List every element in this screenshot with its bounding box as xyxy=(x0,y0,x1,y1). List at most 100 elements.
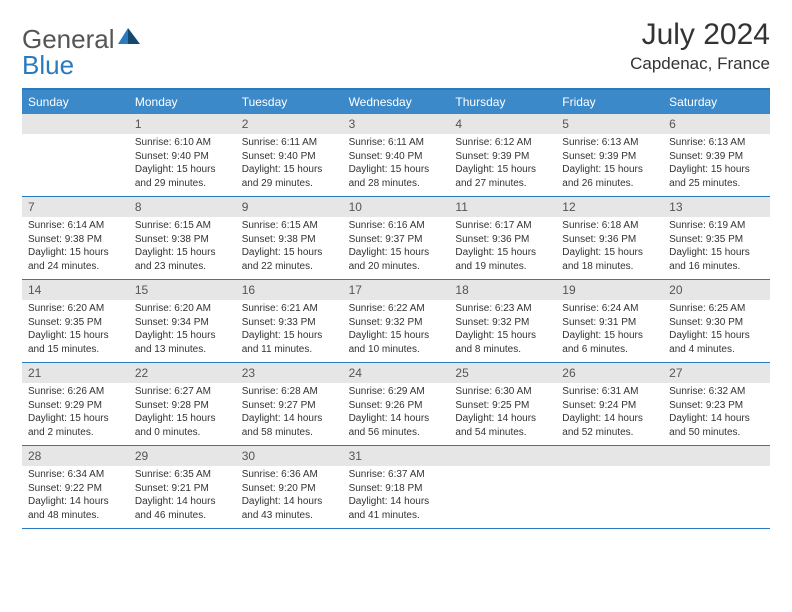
day-cell: 10Sunrise: 6:16 AMSunset: 9:37 PMDayligh… xyxy=(343,197,450,279)
sunrise: Sunrise: 6:15 AM xyxy=(135,219,230,233)
dow-wednesday: Wednesday xyxy=(343,90,450,114)
day-data: Sunrise: 6:26 AMSunset: 9:29 PMDaylight:… xyxy=(22,383,129,445)
daylight-line1: Daylight: 14 hours xyxy=(242,495,337,509)
daylight-line2: and 10 minutes. xyxy=(349,343,444,357)
daylight-line2: and 25 minutes. xyxy=(669,177,764,191)
day-data: Sunrise: 6:32 AMSunset: 9:23 PMDaylight:… xyxy=(663,383,770,445)
day-data: Sunrise: 6:31 AMSunset: 9:24 PMDaylight:… xyxy=(556,383,663,445)
daylight-line2: and 24 minutes. xyxy=(28,260,123,274)
day-number: 11 xyxy=(449,197,556,217)
day-number: 31 xyxy=(343,446,450,466)
day-cell: 7Sunrise: 6:14 AMSunset: 9:38 PMDaylight… xyxy=(22,197,129,279)
sunset: Sunset: 9:20 PM xyxy=(242,482,337,496)
day-number: 10 xyxy=(343,197,450,217)
day-number: 2 xyxy=(236,114,343,134)
daylight-line1: Daylight: 15 hours xyxy=(669,163,764,177)
daylight-line1: Daylight: 15 hours xyxy=(455,163,550,177)
sunrise: Sunrise: 6:25 AM xyxy=(669,302,764,316)
sunset: Sunset: 9:22 PM xyxy=(28,482,123,496)
sunrise: Sunrise: 6:16 AM xyxy=(349,219,444,233)
day-number: 3 xyxy=(343,114,450,134)
day-number: 13 xyxy=(663,197,770,217)
sunrise: Sunrise: 6:15 AM xyxy=(242,219,337,233)
sunset: Sunset: 9:38 PM xyxy=(28,233,123,247)
location: Capdenac, France xyxy=(630,54,770,74)
daylight-line1: Daylight: 14 hours xyxy=(28,495,123,509)
day-number: 25 xyxy=(449,363,556,383)
daylight-line1: Daylight: 15 hours xyxy=(242,329,337,343)
sunrise: Sunrise: 6:12 AM xyxy=(455,136,550,150)
daylight-line2: and 18 minutes. xyxy=(562,260,657,274)
day-cell: 2Sunrise: 6:11 AMSunset: 9:40 PMDaylight… xyxy=(236,114,343,196)
sunset: Sunset: 9:34 PM xyxy=(135,316,230,330)
daylight-line1: Daylight: 15 hours xyxy=(135,163,230,177)
dow-monday: Monday xyxy=(129,90,236,114)
day-cell: 8Sunrise: 6:15 AMSunset: 9:38 PMDaylight… xyxy=(129,197,236,279)
sunset: Sunset: 9:35 PM xyxy=(669,233,764,247)
day-number: 17 xyxy=(343,280,450,300)
sunrise: Sunrise: 6:20 AM xyxy=(28,302,123,316)
day-data: Sunrise: 6:16 AMSunset: 9:37 PMDaylight:… xyxy=(343,217,450,279)
day-cell: 6Sunrise: 6:13 AMSunset: 9:39 PMDaylight… xyxy=(663,114,770,196)
sunset: Sunset: 9:39 PM xyxy=(562,150,657,164)
sunset: Sunset: 9:28 PM xyxy=(135,399,230,413)
daylight-line1: Daylight: 14 hours xyxy=(562,412,657,426)
day-data: Sunrise: 6:29 AMSunset: 9:26 PMDaylight:… xyxy=(343,383,450,445)
daylight-line1: Daylight: 15 hours xyxy=(562,163,657,177)
sunset: Sunset: 9:39 PM xyxy=(455,150,550,164)
daylight-line2: and 16 minutes. xyxy=(669,260,764,274)
week-row: 14Sunrise: 6:20 AMSunset: 9:35 PMDayligh… xyxy=(22,280,770,363)
calendar: Sunday Monday Tuesday Wednesday Thursday… xyxy=(22,88,770,529)
day-data: Sunrise: 6:15 AMSunset: 9:38 PMDaylight:… xyxy=(236,217,343,279)
sunset: Sunset: 9:40 PM xyxy=(349,150,444,164)
day-data: Sunrise: 6:18 AMSunset: 9:36 PMDaylight:… xyxy=(556,217,663,279)
day-number xyxy=(449,446,556,466)
sunset: Sunset: 9:37 PM xyxy=(349,233,444,247)
daylight-line2: and 22 minutes. xyxy=(242,260,337,274)
day-data: Sunrise: 6:35 AMSunset: 9:21 PMDaylight:… xyxy=(129,466,236,528)
weeks-container: 1Sunrise: 6:10 AMSunset: 9:40 PMDaylight… xyxy=(22,114,770,529)
sunrise: Sunrise: 6:20 AM xyxy=(135,302,230,316)
week-row: 28Sunrise: 6:34 AMSunset: 9:22 PMDayligh… xyxy=(22,446,770,529)
day-number: 1 xyxy=(129,114,236,134)
day-number: 22 xyxy=(129,363,236,383)
day-data: Sunrise: 6:37 AMSunset: 9:18 PMDaylight:… xyxy=(343,466,450,528)
sunset: Sunset: 9:38 PM xyxy=(242,233,337,247)
day-data: Sunrise: 6:14 AMSunset: 9:38 PMDaylight:… xyxy=(22,217,129,279)
day-cell: 29Sunrise: 6:35 AMSunset: 9:21 PMDayligh… xyxy=(129,446,236,528)
day-number: 7 xyxy=(22,197,129,217)
dow-friday: Friday xyxy=(556,90,663,114)
sunrise: Sunrise: 6:11 AM xyxy=(242,136,337,150)
day-cell xyxy=(663,446,770,528)
week-row: 7Sunrise: 6:14 AMSunset: 9:38 PMDaylight… xyxy=(22,197,770,280)
daylight-line2: and 8 minutes. xyxy=(455,343,550,357)
day-data: Sunrise: 6:34 AMSunset: 9:22 PMDaylight:… xyxy=(22,466,129,528)
daylight-line2: and 2 minutes. xyxy=(28,426,123,440)
sunrise: Sunrise: 6:32 AM xyxy=(669,385,764,399)
day-data: Sunrise: 6:19 AMSunset: 9:35 PMDaylight:… xyxy=(663,217,770,279)
daylight-line1: Daylight: 14 hours xyxy=(349,412,444,426)
sunrise: Sunrise: 6:18 AM xyxy=(562,219,657,233)
daylight-line1: Daylight: 15 hours xyxy=(135,329,230,343)
sunrise: Sunrise: 6:30 AM xyxy=(455,385,550,399)
daylight-line1: Daylight: 15 hours xyxy=(242,163,337,177)
daylight-line1: Daylight: 14 hours xyxy=(455,412,550,426)
day-cell: 1Sunrise: 6:10 AMSunset: 9:40 PMDaylight… xyxy=(129,114,236,196)
daylight-line2: and 29 minutes. xyxy=(242,177,337,191)
daylight-line2: and 29 minutes. xyxy=(135,177,230,191)
sunrise: Sunrise: 6:29 AM xyxy=(349,385,444,399)
day-cell: 19Sunrise: 6:24 AMSunset: 9:31 PMDayligh… xyxy=(556,280,663,362)
daylight-line2: and 50 minutes. xyxy=(669,426,764,440)
day-cell: 27Sunrise: 6:32 AMSunset: 9:23 PMDayligh… xyxy=(663,363,770,445)
day-number: 18 xyxy=(449,280,556,300)
sunrise: Sunrise: 6:13 AM xyxy=(562,136,657,150)
day-cell: 11Sunrise: 6:17 AMSunset: 9:36 PMDayligh… xyxy=(449,197,556,279)
day-cell: 13Sunrise: 6:19 AMSunset: 9:35 PMDayligh… xyxy=(663,197,770,279)
day-data: Sunrise: 6:36 AMSunset: 9:20 PMDaylight:… xyxy=(236,466,343,528)
daylight-line2: and 52 minutes. xyxy=(562,426,657,440)
logo: GeneralBlue xyxy=(22,24,141,78)
day-number: 30 xyxy=(236,446,343,466)
day-data: Sunrise: 6:23 AMSunset: 9:32 PMDaylight:… xyxy=(449,300,556,362)
daylight-line2: and 26 minutes. xyxy=(562,177,657,191)
daylight-line2: and 23 minutes. xyxy=(135,260,230,274)
